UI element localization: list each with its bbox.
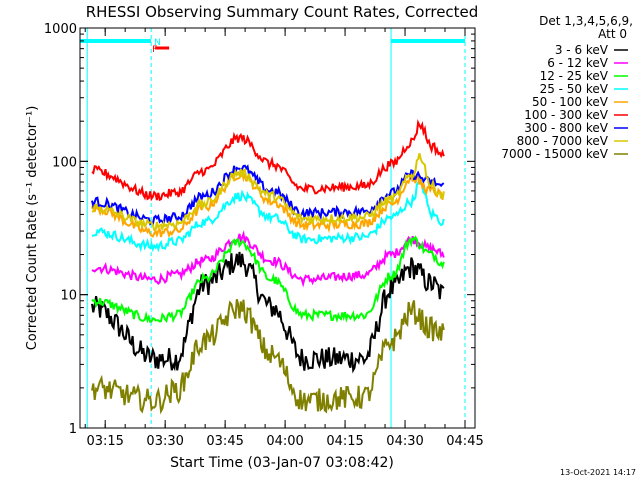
x-tick-label: 04:00 [266, 434, 303, 449]
legend-label-7: 300 - 800 keV [524, 121, 608, 135]
plot-area: NF [80, 28, 466, 428]
attenuator-label: Att 0 [598, 27, 627, 41]
x-tick-label: 04:15 [326, 434, 363, 449]
axes: 1 10 100 1000 03:15 03:30 03:45 04:00 04:15 04:30… [44, 22, 484, 449]
series-line-6 [91, 118, 445, 202]
y-tick-label: 1 [69, 422, 77, 437]
legend-label-6: 100 - 300 keV [524, 108, 608, 122]
footer-date: 13-Oct-2021 14:17 [560, 468, 636, 477]
flare-flag-label: F [152, 45, 157, 55]
x-axis-label: Start Time (03-Jan-07 03:08:42) [170, 455, 394, 471]
legend-label-3: 12 - 25 keV [540, 69, 609, 83]
plot-frame [79, 27, 476, 429]
series-line-9 [91, 299, 445, 415]
y-tick-label: 1000 [44, 22, 77, 37]
y-tick-label: 100 [52, 155, 77, 170]
y-tick-label: 10 [60, 289, 77, 304]
detector-label: Det 1,3,4,5,6,9, [539, 14, 633, 28]
legend-label-1: 3 - 6 keV [555, 43, 609, 57]
series-line-1 [91, 251, 445, 374]
legend-label-4: 25 - 50 keV [540, 82, 609, 96]
x-tick-label: 03:45 [206, 434, 243, 449]
y-axis-label: Corrected Count Rate (s⁻¹ detector⁻¹) [25, 106, 40, 351]
series-line-8 [91, 153, 445, 232]
legend-label-5: 50 - 100 keV [532, 95, 609, 109]
series-line-5 [91, 168, 445, 239]
legend-label-2: 6 - 12 keV [547, 56, 609, 70]
x-tick-label: 04:45 [446, 434, 483, 449]
x-tick-label: 03:15 [86, 434, 123, 449]
chart-title: RHESSI Observing Summary Count Rates, Co… [86, 3, 479, 21]
night-flag-label: N [154, 38, 161, 48]
x-tick-label: 03:30 [146, 434, 183, 449]
x-tick-label: 04:30 [386, 434, 423, 449]
series-line-4 [91, 177, 445, 253]
series-line-3 [91, 235, 445, 324]
legend-label-9: 7000 - 15000 keV [501, 147, 608, 161]
legend-label-8: 800 - 7000 keV [517, 134, 609, 148]
series-line-2 [91, 230, 445, 288]
